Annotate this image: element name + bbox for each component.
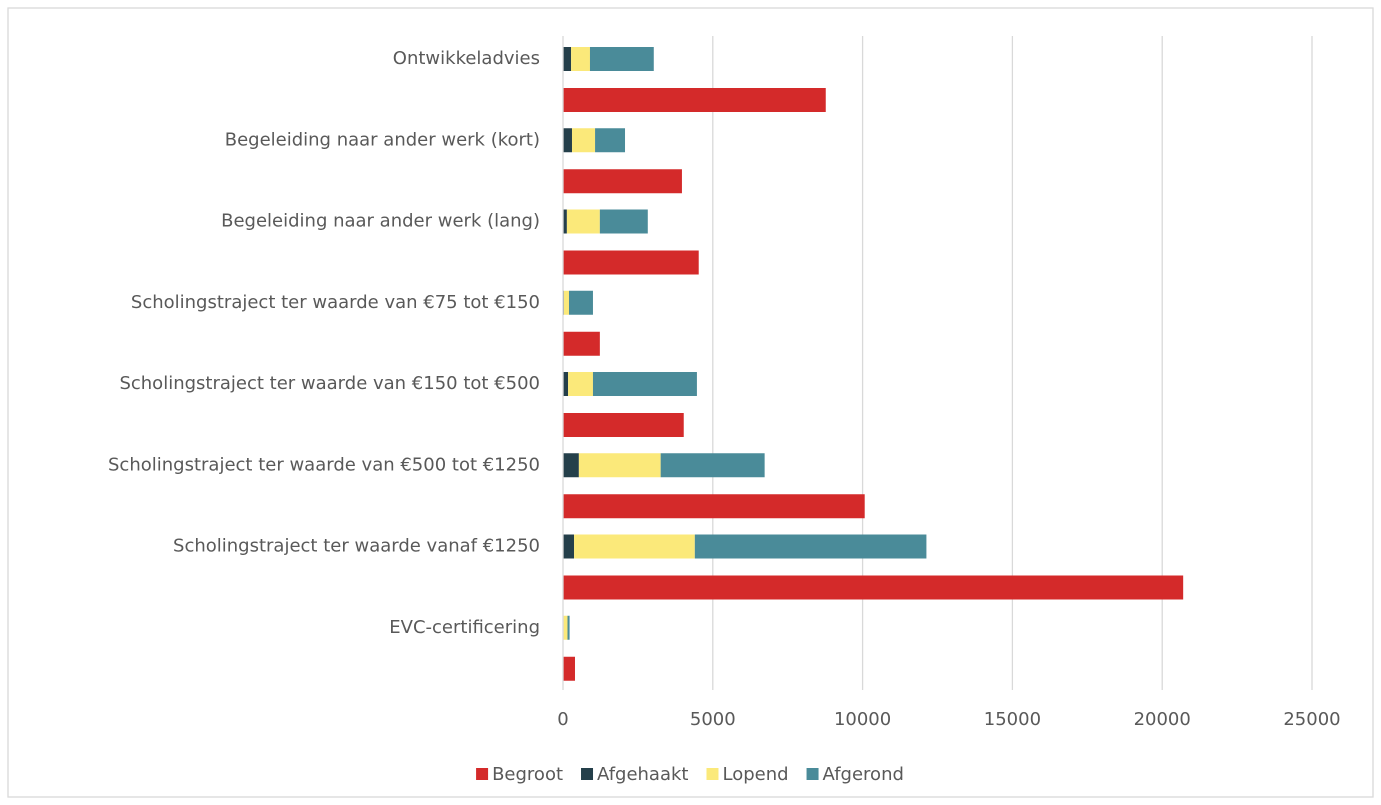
legend-label: Begroot xyxy=(492,764,563,785)
bar-segment xyxy=(571,47,590,71)
bar-segment xyxy=(568,290,593,315)
bar-segment xyxy=(589,47,654,71)
legend-swatch xyxy=(581,768,594,780)
bar-segment xyxy=(660,453,765,478)
bar-segment xyxy=(563,453,579,478)
bar-segment xyxy=(563,290,569,315)
x-tick-label: 5000 xyxy=(690,709,736,730)
bar-segment xyxy=(563,615,568,640)
legend-label: Afgehaakt xyxy=(597,764,688,785)
y-tick-label: Begeleiding naar ander werk (lang) xyxy=(221,211,540,232)
bar xyxy=(563,88,826,112)
bar xyxy=(563,656,575,681)
legend-swatch xyxy=(706,768,719,780)
bar xyxy=(563,169,682,194)
bar-segment xyxy=(567,615,570,640)
legend-swatch xyxy=(806,768,819,780)
chart-border xyxy=(7,7,1374,798)
bar xyxy=(563,250,699,275)
bar-segment xyxy=(568,372,593,396)
legend-swatch xyxy=(476,768,489,780)
x-tick-label: 10000 xyxy=(834,709,891,730)
bar-segment xyxy=(563,128,572,153)
x-tick-label: 20000 xyxy=(1134,709,1191,730)
bar xyxy=(563,413,684,437)
y-tick-label: Scholingstraject ter waarde van €150 tot… xyxy=(119,373,540,394)
y-tick-label: Begeleiding naar ander werk (kort) xyxy=(225,129,540,150)
legend-label: Lopend xyxy=(722,764,788,785)
bar-segment xyxy=(595,128,626,153)
bar xyxy=(563,494,865,519)
bar-segment xyxy=(574,534,695,559)
bar xyxy=(563,331,600,356)
x-tick-label: 25000 xyxy=(1283,709,1340,730)
y-tick-label: Scholingstraject ter waarde van €75 tot … xyxy=(131,292,540,313)
bar-segment xyxy=(578,453,661,478)
y-tick-label: EVC-certificering xyxy=(389,617,540,638)
x-tick-label: 0 xyxy=(557,709,568,730)
bar-segment xyxy=(563,47,572,71)
bar-segment xyxy=(599,209,648,234)
y-tick-label: Scholingstraject ter waarde van €500 tot… xyxy=(108,454,540,475)
y-tick-label: Ontwikkeladvies xyxy=(393,48,540,69)
bar-segment xyxy=(563,209,567,234)
bar-segment xyxy=(563,534,575,559)
bar-segment xyxy=(592,372,697,396)
bar-segment xyxy=(566,209,600,234)
legend-label: Afgerond xyxy=(823,764,904,785)
bar xyxy=(563,575,1184,600)
bar-segment xyxy=(694,534,927,559)
x-tick-label: 15000 xyxy=(984,709,1041,730)
bar-segment xyxy=(571,128,596,153)
bar-segment xyxy=(563,372,569,396)
y-tick-label: Scholingstraject ter waarde vanaf €1250 xyxy=(173,536,540,557)
